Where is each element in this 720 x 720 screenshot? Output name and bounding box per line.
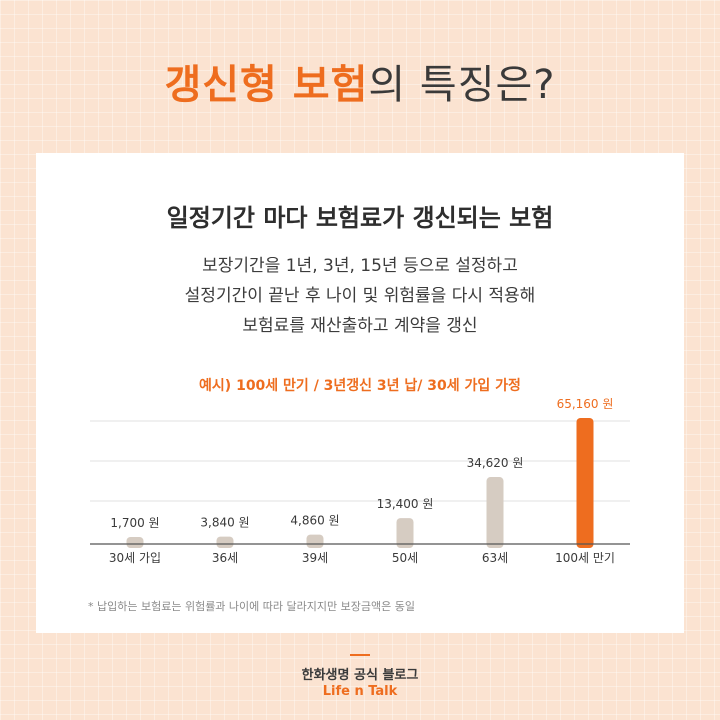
bar-5 xyxy=(576,418,594,548)
value-label-1: 3,840 원 xyxy=(200,516,249,530)
desc-line-1: 보장기간을 1년, 3년, 15년 등으로 설정하고 xyxy=(202,256,518,276)
title-highlight: 갱신형 보험 xyxy=(164,62,369,108)
page-title: 갱신형 보험의 특징은? xyxy=(0,52,720,110)
example-caption: 예시) 100세 만기 / 3년갱신 3년 납/ 30세 가입 가정 xyxy=(199,378,521,394)
footer-divider xyxy=(350,654,370,656)
bar-1 xyxy=(216,536,234,548)
category-label-4: 63세 xyxy=(482,551,508,565)
value-label-0: 1,700 원 xyxy=(110,516,159,530)
premium-bar-chart: 1,700 원 30세 가입 3,840 원 36세 4,860 원 39세 13,400 … xyxy=(90,397,630,565)
desc-line-3: 보험료를 재산출하고 계약을 갱신 xyxy=(242,316,478,336)
card-headline: 일정기간 마다 보험료가 갱신되는 보험 xyxy=(166,204,554,232)
category-label-1: 36세 xyxy=(212,551,238,565)
bar-2 xyxy=(306,534,324,548)
value-label-3: 13,400 원 xyxy=(377,497,434,511)
bar-0 xyxy=(126,537,144,548)
title-rest: 의 특징은? xyxy=(368,62,556,108)
info-card: 일정기간 마다 보험료가 갱신되는 보험 보장기간을 1년, 3년, 15년 등… xyxy=(36,153,684,633)
brand-name: 한화생명 공식 블로그 xyxy=(301,668,419,683)
blog-name: Life n Talk xyxy=(322,684,398,699)
value-label-5: 65,160 원 xyxy=(557,397,614,411)
bar-4 xyxy=(486,477,504,548)
desc-line-2: 설정기간이 끝난 후 나이 및 위험률을 다시 적용해 xyxy=(184,286,536,306)
value-label-4: 34,620 원 xyxy=(467,456,524,470)
footnote: * 납입하는 보험료는 위험률과 나이에 따라 달라지지만 보장금액은 동일 xyxy=(88,600,415,613)
category-label-5: 100세 만기 xyxy=(555,551,615,565)
category-label-0: 30세 가입 xyxy=(109,551,161,565)
value-label-2: 4,860 원 xyxy=(290,514,339,528)
category-label-3: 50세 xyxy=(392,551,418,565)
category-label-2: 39세 xyxy=(302,551,328,565)
bar-3 xyxy=(396,518,414,548)
